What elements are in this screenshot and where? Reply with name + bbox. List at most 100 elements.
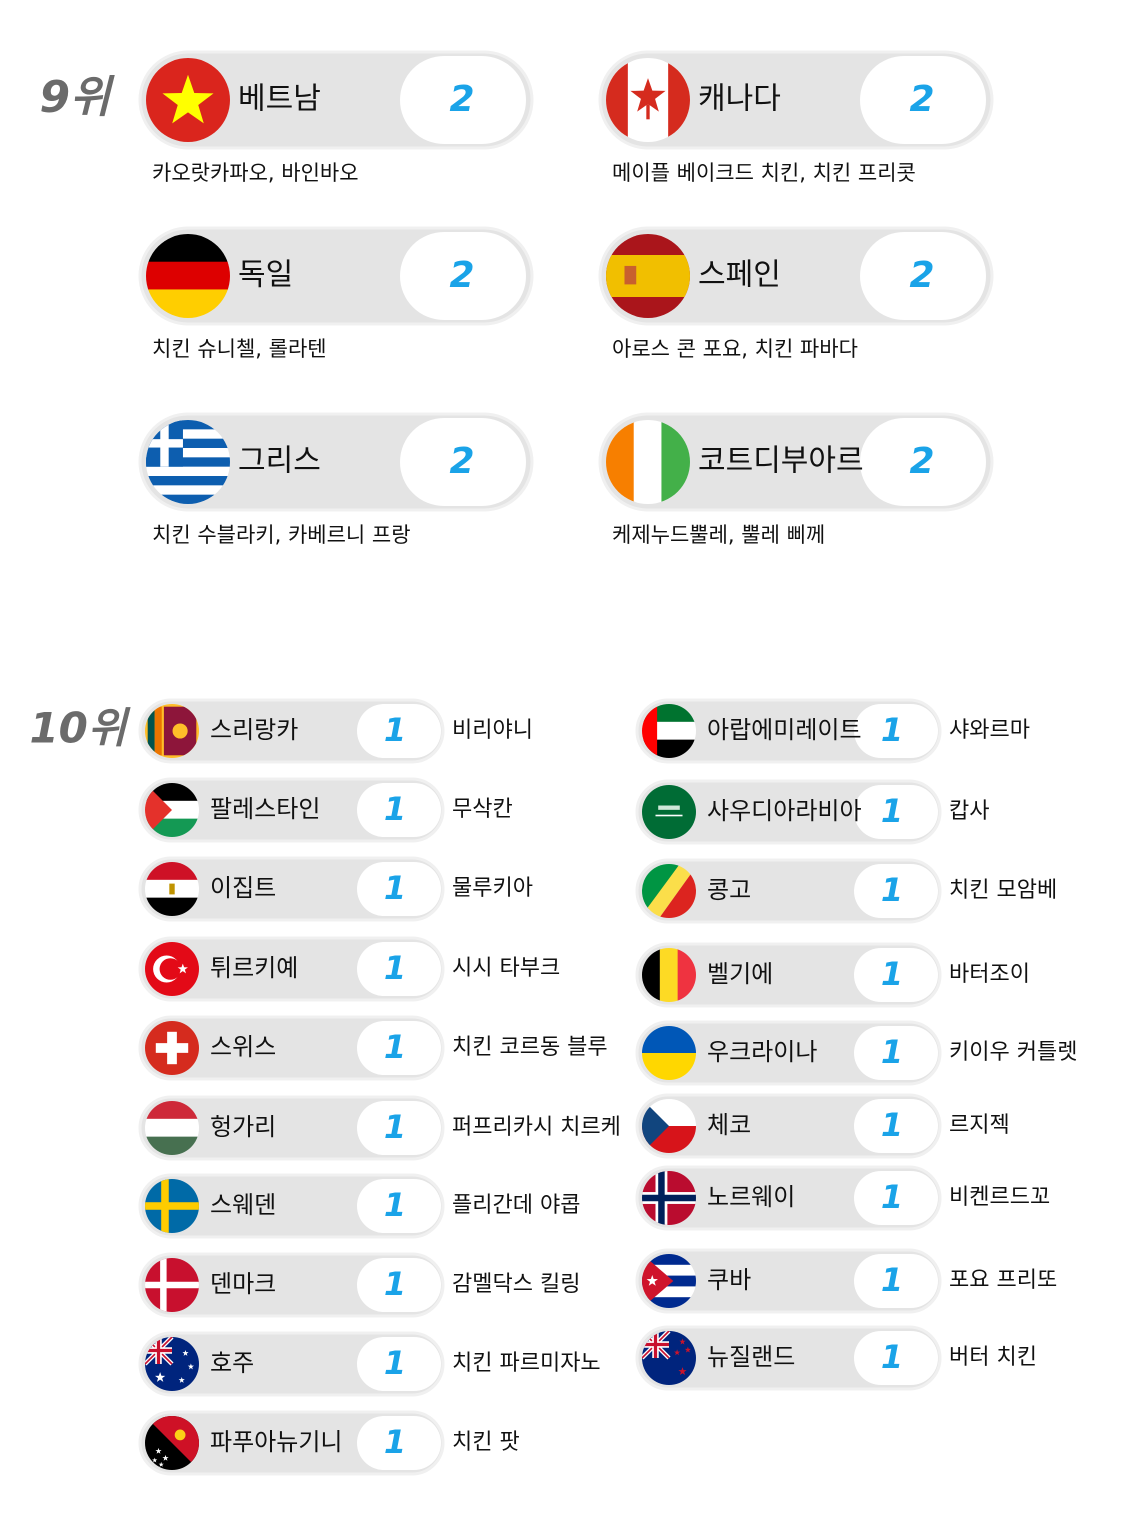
- flag: [145, 1416, 199, 1470]
- flag-part: [606, 255, 690, 297]
- count: 1: [881, 1178, 903, 1216]
- flag-part: [684, 1346, 691, 1353]
- country-name: 덴마크: [210, 1270, 276, 1298]
- flag-part: [162, 1454, 169, 1461]
- flag-part: [146, 429, 230, 440]
- flag: [606, 420, 690, 504]
- flag-part: [146, 476, 230, 486]
- flag-part: [146, 448, 230, 458]
- flag-part: [146, 466, 230, 477]
- count: 1: [384, 711, 406, 749]
- flag-part: [642, 704, 658, 758]
- flag: [146, 234, 230, 318]
- flag-part: [642, 1099, 669, 1153]
- dishes: 치킨 수블라키, 카베르니 프랑: [152, 523, 411, 547]
- flag-part: [145, 783, 172, 837]
- country-name: 우크라이나: [707, 1038, 817, 1066]
- flag-part: [146, 261, 230, 291]
- dishes: 감멜닥스 킬링: [452, 1272, 580, 1297]
- dishes: 르지젝: [949, 1113, 1010, 1138]
- flag: [145, 1337, 199, 1391]
- count-pill: [860, 56, 986, 144]
- count: 1: [384, 1028, 406, 1066]
- flag: [145, 1021, 199, 1075]
- flag-part: [172, 723, 188, 739]
- count-pill: [357, 704, 441, 758]
- flag-part: [182, 1349, 189, 1356]
- country-name: 쿠바: [707, 1266, 751, 1294]
- flag-part: [158, 1461, 164, 1467]
- count: 2: [449, 79, 474, 120]
- flag-part: [642, 1194, 696, 1202]
- count-pill: [854, 948, 938, 1002]
- rank-label: 9위: [39, 72, 115, 123]
- dishes: 포요 프리또: [949, 1268, 1057, 1293]
- count-pill: [854, 1171, 938, 1225]
- flag-part: [146, 439, 183, 448]
- count: 2: [449, 255, 474, 296]
- flag: [642, 1099, 696, 1153]
- country-name: 캐나다: [698, 82, 781, 117]
- dishes: 치킨 모암베: [949, 878, 1057, 903]
- country-name: 스페인: [698, 258, 781, 293]
- flag-part: [159, 958, 182, 980]
- flag-part: [642, 1254, 674, 1308]
- flag-part: [659, 948, 679, 1002]
- flag: [642, 785, 696, 839]
- flag: [642, 1026, 696, 1080]
- count: 1: [384, 790, 406, 828]
- flag: [642, 1254, 696, 1309]
- flag-part: [162, 74, 214, 124]
- flag: [642, 704, 696, 758]
- country-name: 튀르키예: [210, 954, 298, 982]
- flag-part: [169, 883, 175, 895]
- count-pill: [400, 418, 526, 506]
- flag-part: [653, 1331, 658, 1358]
- country-name: 베트남: [238, 82, 321, 117]
- flag-part: [178, 1376, 185, 1383]
- dishes: 퍼프리카시 치르케: [452, 1115, 621, 1140]
- country-name: 파푸아뉴기니: [210, 1428, 342, 1456]
- count: 1: [384, 1186, 406, 1224]
- flag-part: [145, 1118, 199, 1138]
- count: 1: [881, 1261, 903, 1299]
- flag-part: [642, 1297, 696, 1309]
- count: 2: [449, 441, 474, 482]
- country-name: 이집트: [210, 874, 276, 902]
- flag-part: [674, 1349, 681, 1356]
- flag-part: [642, 948, 661, 1002]
- count-pill: [400, 232, 526, 320]
- flag: [145, 1101, 199, 1155]
- country-name: 체코: [707, 1111, 751, 1139]
- country-name: 콩고: [707, 876, 751, 904]
- dishes: 치킨 슈니첼, 롤라텐: [152, 337, 327, 361]
- flag-part: [146, 494, 230, 505]
- flag-part: [146, 457, 230, 468]
- flag-part: [146, 438, 230, 449]
- count: 1: [881, 711, 903, 749]
- dishes: 버터 치킨: [949, 1345, 1037, 1370]
- country-name: 호주: [210, 1349, 254, 1377]
- count: 1: [881, 1106, 903, 1144]
- count-pill: [357, 1101, 441, 1155]
- count-pill: [357, 1021, 441, 1075]
- count-pill: [860, 232, 986, 320]
- country-name: 헝가리: [210, 1113, 276, 1141]
- dishes: 치킨 코르동 블루: [452, 1035, 608, 1060]
- flag: [145, 704, 199, 758]
- count-pill: [854, 785, 938, 839]
- count: 1: [384, 1344, 406, 1382]
- dishes: 카오랏카파오, 바인바오: [152, 161, 359, 185]
- count-pill: [860, 418, 986, 506]
- dishes: 아로스 콘 포요, 치킨 파바다: [612, 337, 858, 361]
- country-name: 뉴질랜드: [707, 1343, 795, 1371]
- flag-part: [145, 1416, 199, 1470]
- country-name: 독일: [238, 258, 293, 293]
- count: 1: [881, 871, 903, 909]
- flag-part: [154, 706, 162, 756]
- dishes: 키이우 커틀렛: [949, 1040, 1077, 1065]
- count-pill: [854, 704, 938, 758]
- flag: [146, 420, 230, 505]
- flag-part: [642, 1264, 696, 1276]
- count-pill: [854, 1331, 938, 1385]
